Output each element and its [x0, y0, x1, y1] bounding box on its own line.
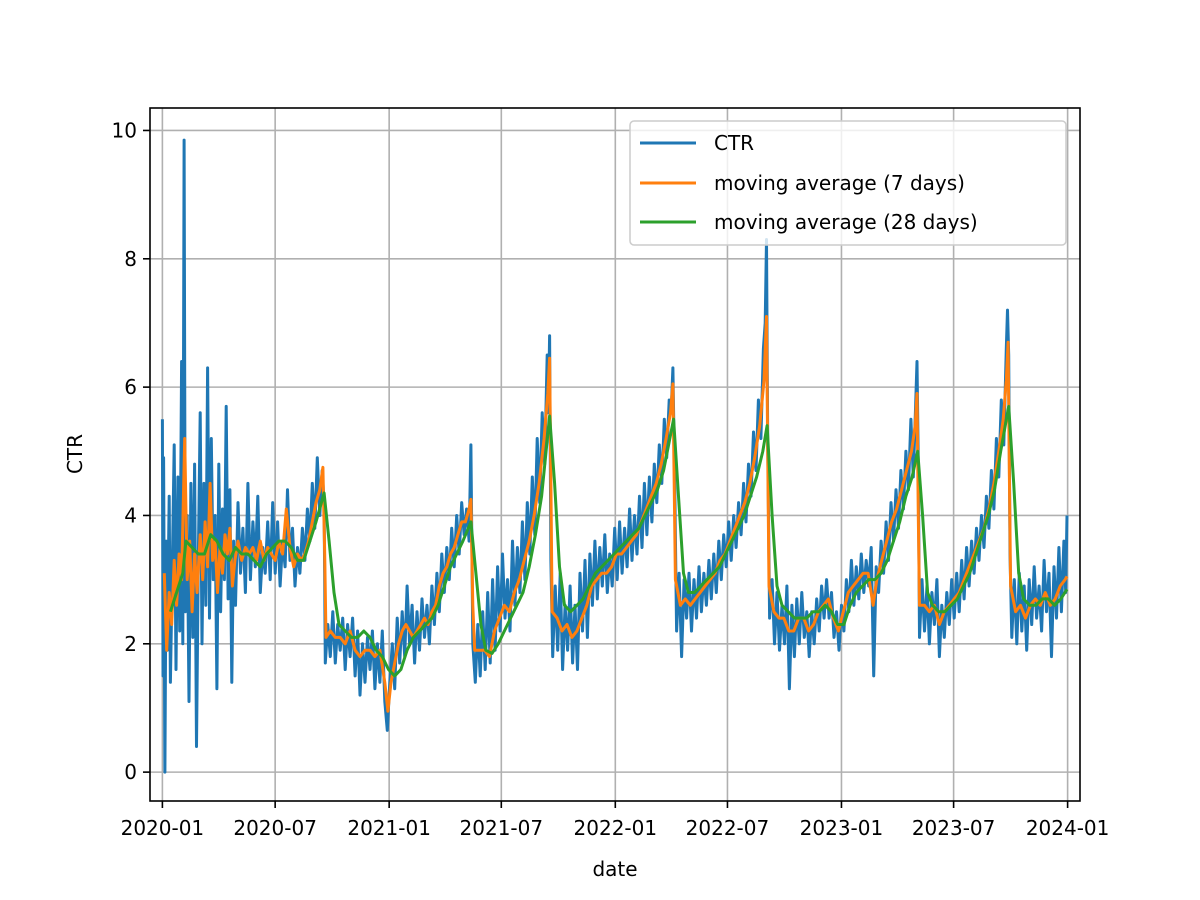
series-moving-average-28-days-line [168, 404, 1069, 678]
legend: CTR moving average (7 days) moving avera… [629, 120, 1067, 246]
x-tick-label: 2020-01 [121, 816, 205, 840]
legend-label-ctr: CTR [714, 131, 754, 155]
y-axis-label: CTR [63, 434, 87, 474]
x-tick-label: 2023-07 [912, 816, 996, 840]
y-tick-label: 10 [112, 118, 137, 142]
y-tick-label: 6 [124, 375, 137, 399]
x-tick-label: 2022-07 [686, 816, 770, 840]
legend-label-moving-average-28-days: moving average (28 days) [714, 210, 978, 234]
legend-label-moving-average-7-days: moving average (7 days) [714, 171, 965, 195]
y-tick-label: 4 [124, 503, 137, 527]
legend-box [629, 120, 1067, 246]
x-tick-label: 2020-07 [233, 816, 317, 840]
x-tick-label: 2021-01 [347, 816, 431, 840]
axis-ticks: 2020-01 2020-07 2021-01 2021-07 2022-01 2022-… [112, 118, 1110, 840]
x-tick-label: 2022-01 [574, 816, 658, 840]
x-axis-label: date [592, 857, 637, 881]
x-tick-label: 2024-01 [1026, 816, 1110, 840]
x-tick-label: 2021-07 [460, 816, 544, 840]
y-tick-label: 0 [124, 760, 137, 784]
x-tick-label: 2023-01 [800, 816, 884, 840]
series-lines [160, 138, 1069, 774]
y-tick-label: 2 [124, 632, 137, 656]
y-tick-label: 8 [124, 247, 137, 271]
